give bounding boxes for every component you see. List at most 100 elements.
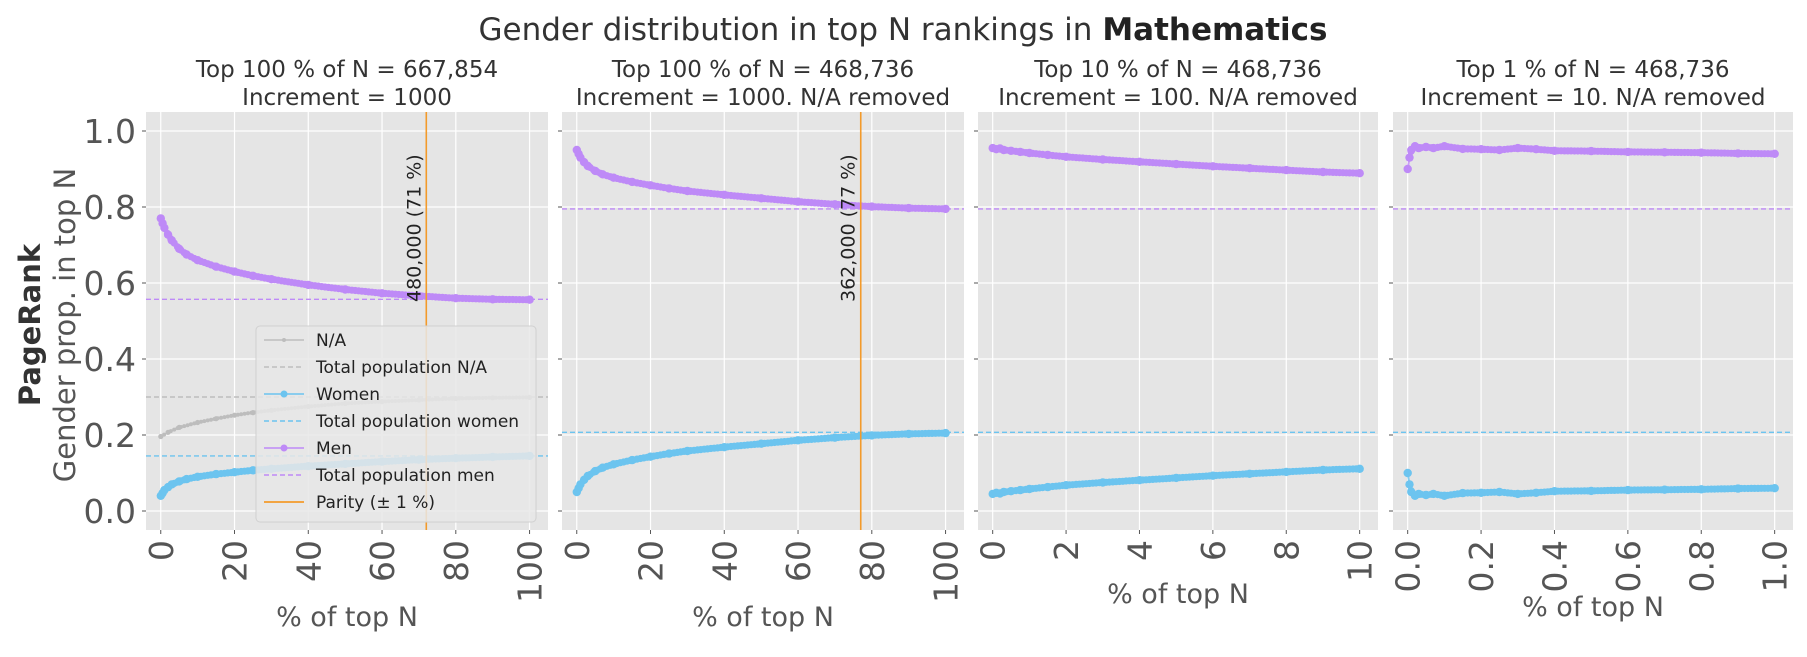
point-men bbox=[904, 203, 913, 213]
point-women bbox=[1697, 485, 1706, 494]
point-women bbox=[1660, 485, 1669, 494]
point-na bbox=[202, 419, 207, 424]
y-axis-label: Gender prop. in top N bbox=[48, 168, 82, 482]
point-na bbox=[242, 411, 247, 416]
point-na bbox=[209, 417, 213, 422]
x-tick-label: 6 bbox=[1194, 540, 1233, 561]
point-women bbox=[646, 452, 655, 461]
point-men bbox=[598, 170, 607, 179]
point-women bbox=[999, 487, 1008, 497]
x-tick-label: 0 bbox=[558, 540, 597, 561]
point-men bbox=[1025, 148, 1034, 158]
x-tick-label: 100 bbox=[511, 540, 550, 603]
legend-swatch-marker bbox=[280, 444, 288, 452]
point-men bbox=[1208, 162, 1218, 171]
legend-label: Women bbox=[316, 385, 380, 405]
x-tick-label: 40 bbox=[289, 540, 328, 582]
point-na bbox=[158, 433, 164, 440]
x-axis-label: % of top N bbox=[276, 602, 418, 633]
point-women bbox=[1405, 480, 1414, 489]
point-men bbox=[646, 181, 655, 190]
point-women bbox=[664, 449, 674, 458]
x-tick-label: 0.2 bbox=[1462, 540, 1501, 592]
point-women bbox=[248, 466, 258, 475]
point-men bbox=[1355, 169, 1364, 178]
point-na bbox=[213, 416, 219, 422]
point-women bbox=[175, 477, 184, 486]
x-tick-label: 1.0 bbox=[1756, 540, 1795, 592]
panel-title-line1: Top 10 % of N = 468,736 bbox=[1033, 57, 1322, 83]
x-tick-label: 0.4 bbox=[1535, 540, 1574, 592]
point-men bbox=[627, 177, 637, 187]
point-na bbox=[239, 412, 244, 417]
point-women bbox=[1440, 491, 1449, 500]
plot-area bbox=[978, 112, 1378, 530]
legend-item: Men bbox=[264, 439, 352, 459]
point-women bbox=[1025, 484, 1034, 494]
point-women bbox=[941, 428, 950, 438]
legend-label: Parity (± 1 %) bbox=[316, 493, 435, 513]
legend-item: Total population N/A bbox=[264, 358, 487, 378]
point-women bbox=[1414, 489, 1423, 499]
point-men bbox=[1550, 146, 1559, 155]
x-axis-label: % of top N bbox=[692, 602, 834, 633]
x-tick-label: 60 bbox=[779, 540, 818, 582]
point-men bbox=[1531, 145, 1541, 154]
parity-label: 480,000 (71 %) bbox=[403, 154, 425, 302]
point-men bbox=[451, 294, 460, 303]
panel-2: 0 20 40 60 80 100 362,000 (77 %) Top 100 % of N… bbox=[558, 57, 966, 633]
y-tick-label: 0.4 bbox=[84, 340, 136, 379]
point-women bbox=[609, 460, 618, 469]
point-men bbox=[525, 295, 534, 304]
point-na bbox=[222, 415, 227, 420]
point-women bbox=[830, 433, 840, 442]
x-tick-label: 0.8 bbox=[1682, 540, 1721, 592]
point-men bbox=[193, 256, 202, 265]
point-women bbox=[793, 436, 803, 445]
point-men bbox=[1623, 147, 1633, 157]
point-na bbox=[165, 429, 171, 435]
y-tick-label: 1.0 bbox=[84, 112, 136, 151]
point-women bbox=[1495, 487, 1504, 497]
point-men bbox=[1513, 143, 1523, 153]
point-women bbox=[167, 480, 176, 489]
point-women bbox=[591, 466, 600, 476]
point-men bbox=[230, 267, 239, 276]
point-na bbox=[231, 412, 238, 418]
point-women bbox=[1531, 488, 1541, 497]
y-tick-label: 0.8 bbox=[84, 188, 136, 227]
point-men bbox=[999, 145, 1008, 155]
point-men bbox=[683, 186, 692, 196]
point-women bbox=[904, 429, 913, 439]
point-women bbox=[1016, 485, 1025, 495]
point-men bbox=[1440, 142, 1449, 151]
point-men bbox=[720, 190, 729, 199]
point-men bbox=[1405, 153, 1414, 162]
point-men bbox=[160, 223, 169, 233]
point-men bbox=[1697, 148, 1706, 157]
point-men bbox=[1245, 164, 1254, 173]
x-tick-label: 40 bbox=[705, 540, 744, 582]
point-men bbox=[1043, 150, 1052, 160]
legend-label: Total population N/A bbox=[315, 358, 487, 378]
x-tick-label: 80 bbox=[853, 540, 892, 582]
point-men bbox=[1458, 144, 1467, 154]
legend-swatch-marker bbox=[282, 338, 286, 342]
point-women bbox=[1429, 489, 1438, 499]
legend-box bbox=[255, 325, 537, 523]
point-men bbox=[211, 262, 221, 271]
y-axis-label-bold: PageRank bbox=[13, 243, 47, 406]
point-women bbox=[1623, 485, 1633, 495]
point-women bbox=[182, 474, 191, 484]
point-na bbox=[250, 410, 256, 416]
point-men bbox=[793, 197, 803, 206]
point-men bbox=[1006, 146, 1016, 155]
point-men bbox=[830, 200, 840, 209]
legend-item: Women bbox=[264, 385, 380, 405]
legend-item: Total population women bbox=[264, 412, 519, 432]
point-women bbox=[193, 472, 202, 481]
point-women bbox=[683, 446, 692, 456]
point-men bbox=[1098, 155, 1108, 164]
plot-area bbox=[562, 112, 964, 530]
